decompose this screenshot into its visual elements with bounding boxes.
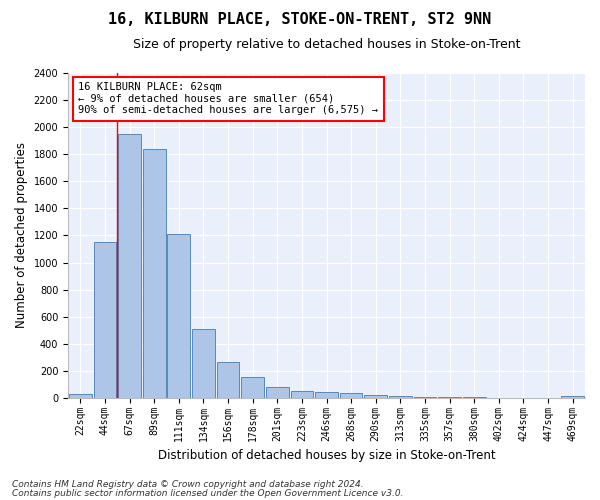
Bar: [167, 234, 190, 398]
Bar: [192, 329, 215, 398]
Bar: [364, 396, 387, 398]
Bar: [413, 397, 436, 398]
Bar: [217, 362, 239, 398]
Text: Contains HM Land Registry data © Crown copyright and database right 2024.: Contains HM Land Registry data © Crown c…: [12, 480, 364, 489]
Bar: [562, 396, 584, 398]
Bar: [94, 242, 116, 398]
Text: Contains public sector information licensed under the Open Government Licence v3: Contains public sector information licen…: [12, 488, 404, 498]
Bar: [315, 392, 338, 398]
Bar: [389, 396, 412, 398]
Text: 16 KILBURN PLACE: 62sqm
← 9% of detached houses are smaller (654)
90% of semi-de: 16 KILBURN PLACE: 62sqm ← 9% of detached…: [79, 82, 379, 116]
Bar: [438, 397, 461, 398]
Bar: [143, 148, 166, 398]
Bar: [241, 377, 264, 398]
Bar: [266, 388, 289, 398]
Bar: [118, 134, 141, 398]
Bar: [340, 392, 362, 398]
Bar: [290, 392, 313, 398]
Bar: [69, 394, 92, 398]
Y-axis label: Number of detached properties: Number of detached properties: [15, 142, 28, 328]
X-axis label: Distribution of detached houses by size in Stoke-on-Trent: Distribution of detached houses by size …: [158, 450, 496, 462]
Text: 16, KILBURN PLACE, STOKE-ON-TRENT, ST2 9NN: 16, KILBURN PLACE, STOKE-ON-TRENT, ST2 9…: [109, 12, 491, 28]
Title: Size of property relative to detached houses in Stoke-on-Trent: Size of property relative to detached ho…: [133, 38, 520, 51]
